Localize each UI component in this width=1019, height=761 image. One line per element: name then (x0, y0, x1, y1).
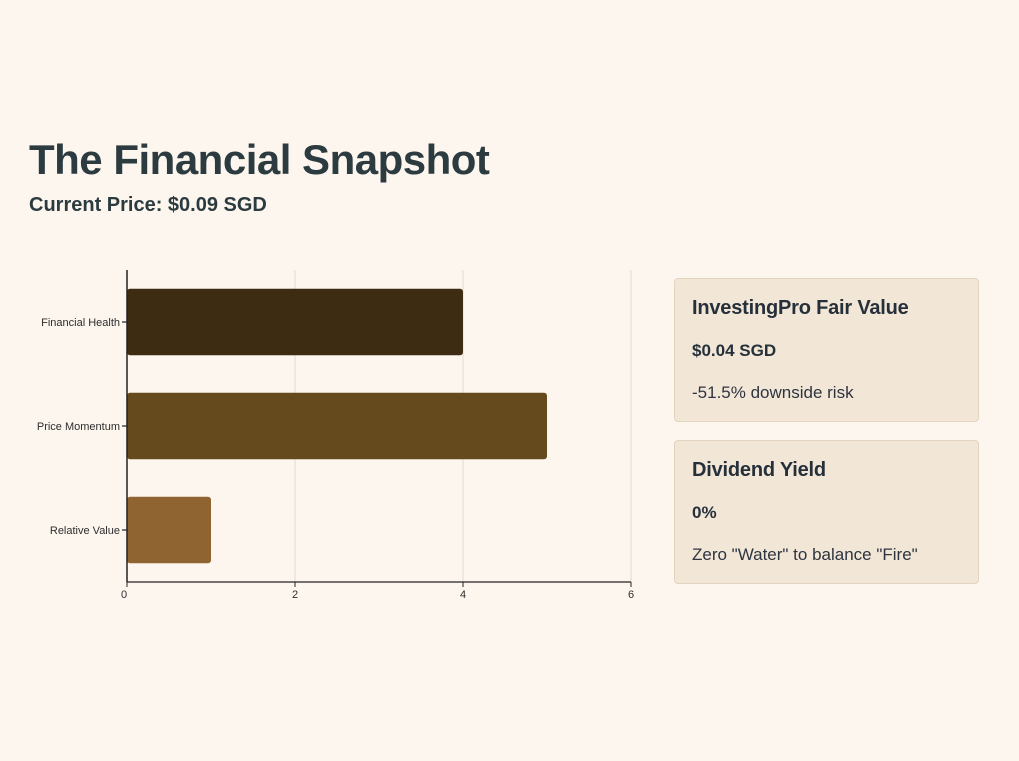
bar-financial-health (127, 288, 463, 356)
bar-relative-value (127, 496, 211, 564)
dividend-yield-value: 0% (692, 503, 717, 522)
y-tick-label: Relative Value (50, 525, 120, 537)
fair-value-downside: -51.5% downside risk (692, 383, 854, 402)
x-tick-label: 4 (460, 589, 466, 601)
x-tick-label: 0 (121, 589, 127, 601)
fair-value-card: InvestingPro Fair Value $0.04 SGD -51.5%… (674, 278, 979, 422)
page-title: The Financial Snapshot (29, 136, 490, 183)
fair-value-heading: InvestingPro Fair Value (692, 297, 909, 319)
dividend-yield-heading: Dividend Yield (692, 459, 826, 481)
y-tick-label: Price Momentum (37, 421, 120, 433)
score-bar-chart: Financial Health Price Momentum Relative V… (37, 270, 634, 601)
x-tick-label: 6 (628, 589, 634, 601)
fair-value-amount: $0.04 SGD (692, 341, 777, 360)
bar-price-momentum (127, 392, 547, 460)
current-price: Current Price: $0.09 SGD (29, 194, 267, 216)
y-tick-label: Financial Health (41, 317, 120, 329)
dividend-yield-note: Zero "Water" to balance "Fire" (692, 545, 918, 564)
dividend-yield-card: Dividend Yield 0% Zero "Water" to balanc… (674, 440, 979, 584)
x-tick-label: 2 (292, 589, 298, 601)
